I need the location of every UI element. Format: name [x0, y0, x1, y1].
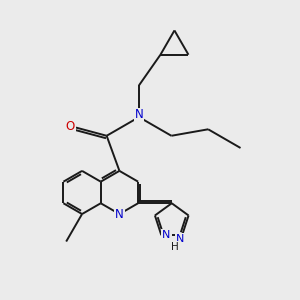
Text: N: N: [162, 230, 171, 240]
Text: O: O: [66, 120, 75, 133]
Text: N: N: [115, 208, 124, 221]
Text: H: H: [171, 242, 178, 252]
Text: N: N: [176, 234, 184, 244]
Text: N: N: [135, 109, 143, 122]
